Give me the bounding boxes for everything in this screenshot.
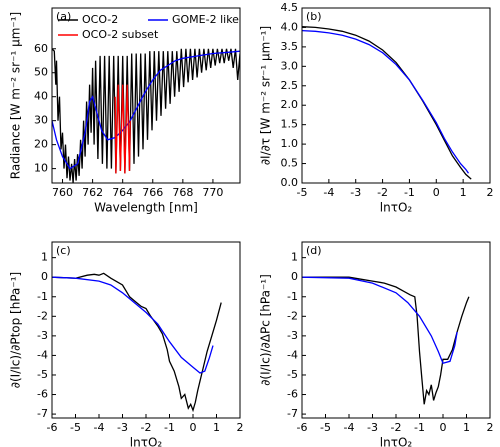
y-tick-label: 30 [34,114,48,127]
data-line [52,50,240,170]
legend-label: GOME-2 like [172,13,239,26]
y-tick-label: -6 [37,388,48,401]
plot-area [302,276,470,405]
y-tick-label: -2 [287,309,298,322]
y-tick-label: -6 [287,388,298,401]
x-tick-label: 2 [237,421,244,434]
y-axis-label: ∂(I/Ic)/∂ΔPc [hPa⁻¹] [259,274,273,386]
x-axis-label: lnτO₂ [130,436,163,447]
x-tick-label: 764 [112,186,133,199]
y-axis-label: ∂(I/Ic)/∂Ptop [hPa⁻¹] [9,272,23,388]
y-tick-label: -5 [37,368,48,381]
x-tick-label: -2 [377,186,388,199]
x-tick-label: -5 [70,421,81,434]
x-tick-label: 766 [142,186,163,199]
x-tick-label: 760 [52,186,73,199]
x-tick-label: -1 [414,421,425,434]
y-tick-label: 0.0 [281,176,299,189]
x-tick-label: 1 [460,186,467,199]
y-tick-label: -5 [287,368,298,381]
legend-label: OCO-2 [82,13,118,26]
axes-frame [301,241,491,419]
x-tick-label: 1 [213,421,220,434]
x-tick-label: -6 [297,421,308,434]
legend-label: OCO-2 subset [82,28,159,41]
y-tick-label: 50 [34,66,48,79]
axes-frame [51,241,241,419]
axes-frame [301,7,491,184]
x-tick-label: -1 [164,421,175,434]
plot-area [302,26,472,180]
data-line [114,84,131,174]
x-tick-label: -4 [94,421,105,434]
x-tick-label: -4 [323,186,334,199]
y-tick-label: -4 [287,348,298,361]
y-tick-label: -3 [287,329,298,342]
y-tick-label: 3.0 [281,59,299,72]
x-tick-label: -2 [391,421,402,434]
y-tick-label: 0 [41,270,48,283]
x-tick-label: 0 [433,186,440,199]
y-tick-label: -2 [37,309,48,322]
x-tick-label: -3 [367,421,378,434]
y-tick-label: -3 [37,329,48,342]
axes-frame [51,7,241,184]
x-axis-label: lnτO₂ [380,436,413,447]
x-axis-label: lnτO₂ [380,201,413,215]
panel-label: (a) [56,10,71,23]
y-tick-label: 4.0 [281,20,299,33]
data-line [52,272,222,413]
y-tick-label: 2.0 [281,98,299,111]
x-tick-label: -3 [350,186,361,199]
data-line [52,276,214,374]
data-line [52,48,240,183]
y-axis-label: ∂I/∂τ [W m⁻² sr⁻¹ μm⁻¹] [259,26,273,165]
x-tick-label: -2 [141,421,152,434]
x-tick-label: 1 [463,421,470,434]
data-line [302,276,458,364]
y-tick-label: 2.5 [281,79,299,92]
x-tick-label: 2 [487,421,494,434]
y-tick-label: 1.5 [281,118,299,131]
y-tick-label: 0 [291,270,298,283]
panel-label: (b) [306,10,322,23]
plot-area [52,48,240,183]
y-tick-label: 3.5 [281,40,299,53]
y-tick-label: 1 [291,251,298,264]
y-tick-label: -1 [37,290,48,303]
y-tick-label: -7 [287,407,298,420]
y-tick-label: 10 [34,162,48,175]
x-tick-label: 0 [190,421,197,434]
plot-area [52,272,222,413]
x-tick-label: -5 [297,186,308,199]
y-tick-label: 4.5 [281,1,299,14]
x-tick-label: 770 [202,186,223,199]
y-tick-label: 20 [34,138,48,151]
y-tick-label: -1 [287,290,298,303]
panel-label: (c) [56,244,71,257]
y-tick-label: 1 [41,251,48,264]
data-line [302,26,472,180]
x-tick-label: 2 [487,186,494,199]
panel-label: (d) [306,244,322,257]
x-tick-label: -3 [117,421,128,434]
x-tick-label: 0 [440,421,447,434]
x-axis-label: Wavelength [nm] [94,201,198,215]
x-tick-label: -6 [47,421,58,434]
x-tick-label: 762 [82,186,103,199]
y-tick-label: -4 [37,348,48,361]
y-tick-label: 60 [34,42,48,55]
x-tick-label: -4 [344,421,355,434]
x-tick-label: -5 [320,421,331,434]
data-line [302,276,470,405]
data-line [302,29,470,174]
x-tick-label: -1 [404,186,415,199]
y-tick-label: 0.5 [281,157,299,170]
y-axis-label: Radiance [W m⁻² sr⁻¹ μm⁻¹] [9,12,23,179]
x-tick-label: 768 [172,186,193,199]
y-tick-label: -7 [37,407,48,420]
y-tick-label: 1.0 [281,137,299,150]
y-tick-label: 40 [34,90,48,103]
